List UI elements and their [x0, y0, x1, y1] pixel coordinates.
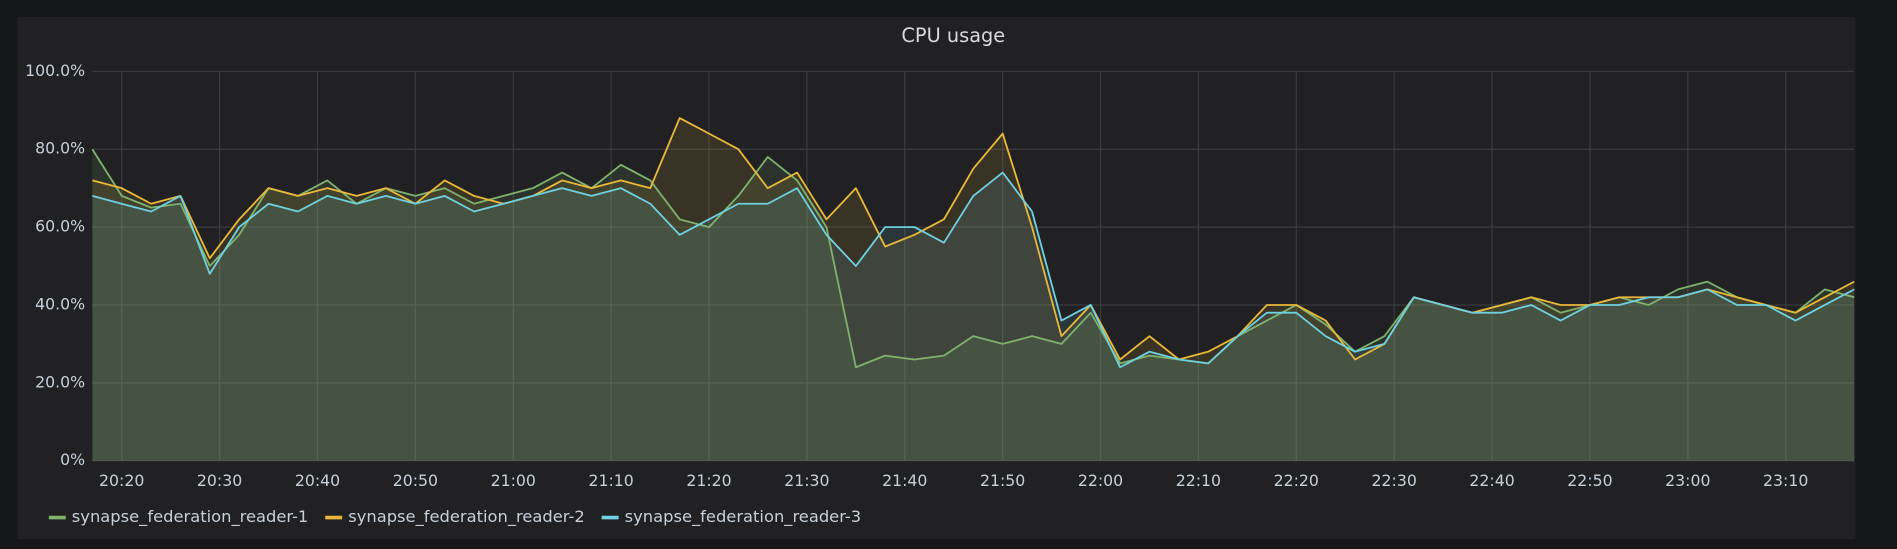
x-tick-label: 22:20	[1274, 471, 1319, 490]
y-tick-label: 80.0%	[35, 139, 85, 158]
x-tick-label: 21:10	[588, 471, 633, 490]
legend-label: synapse_federation_reader-1	[72, 507, 309, 527]
x-tick-label: 20:50	[393, 471, 438, 490]
x-tick-label: 21:50	[980, 471, 1025, 490]
x-tick-label: 22:00	[1078, 471, 1123, 490]
legend-label: synapse_federation_reader-2	[348, 507, 585, 527]
y-tick-label: 60.0%	[35, 217, 85, 236]
line	[92, 171, 1855, 369]
area	[92, 149, 1855, 461]
x-tick-label: 22:30	[1372, 471, 1417, 490]
legend-item: synapse_federation_reader-3	[601, 507, 862, 527]
area	[92, 172, 1855, 461]
x-tick-label: 22:10	[1176, 471, 1221, 490]
legend-swatch	[325, 515, 343, 520]
x-tick-label: 20:30	[197, 471, 242, 490]
x-tick-label: 21:40	[882, 471, 927, 490]
x-tick-label: 20:20	[99, 471, 144, 490]
y-tick-label: 40.0%	[35, 294, 85, 313]
x-tick-label: 20:40	[295, 471, 340, 490]
area	[92, 118, 1855, 461]
panel	[17, 16, 1856, 540]
legend-item: synapse_federation_reader-2	[325, 507, 585, 527]
legend-swatch	[601, 515, 619, 520]
chart-title: CPU usage	[901, 24, 1005, 47]
legend-swatch	[48, 515, 66, 520]
legend-item: synapse_federation_reader-1	[48, 507, 309, 527]
x-tick-label: 22:40	[1469, 471, 1514, 490]
y-tick-label: 100.0%	[25, 61, 85, 80]
x-tick-label: 23:10	[1763, 471, 1808, 490]
y-tick-label: 20.0%	[35, 372, 85, 391]
y-tick-label: 0%	[60, 450, 85, 469]
line	[92, 117, 1855, 361]
x-tick-label: 23:00	[1665, 471, 1710, 490]
x-tick-label: 21:00	[491, 471, 536, 490]
x-tick-label: 22:50	[1567, 471, 1612, 490]
legend-label: synapse_federation_reader-3	[625, 507, 862, 527]
x-tick-label: 21:30	[784, 471, 829, 490]
x-tick-label: 21:20	[686, 471, 731, 490]
